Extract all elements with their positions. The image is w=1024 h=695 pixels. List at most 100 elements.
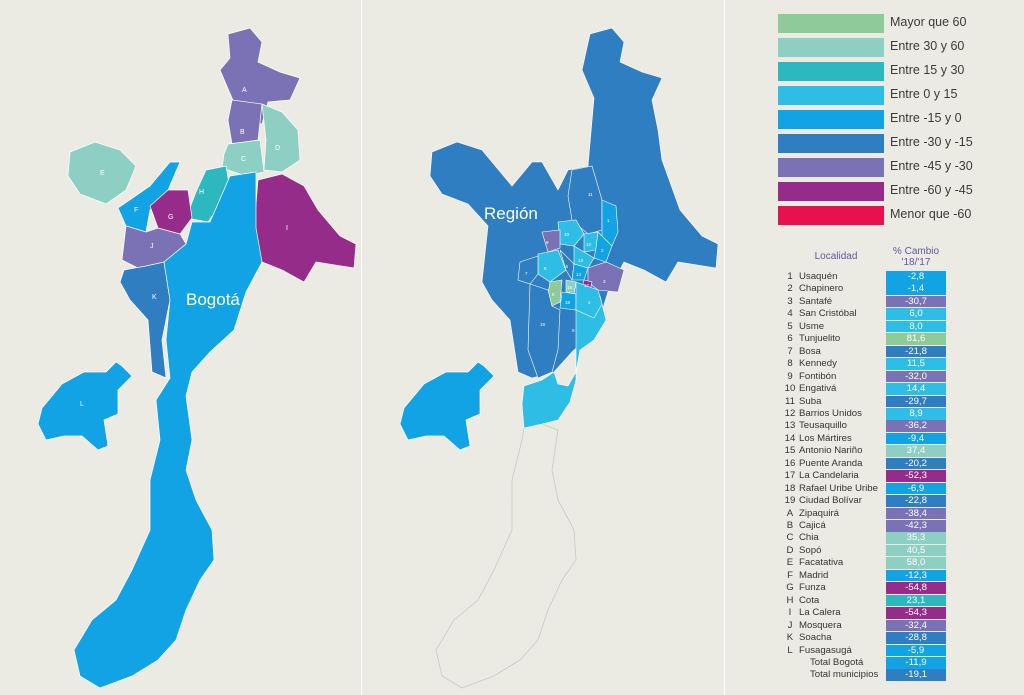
row-value: 40,5: [886, 544, 946, 557]
region-k-soacha: [119, 261, 171, 379]
row-value: 8,0: [886, 320, 946, 333]
row-id: D: [786, 544, 794, 556]
svg-text:J: J: [150, 243, 154, 250]
row-value: -28,8: [886, 632, 946, 644]
row-name: Madrid: [799, 569, 829, 581]
locality-ciudad-bolivar: [527, 283, 561, 379]
row-name: Puente Aranda: [799, 457, 863, 469]
row-id: E: [786, 557, 794, 569]
map-label-bogota: Bogotá: [186, 290, 240, 309]
row-name: Santafé: [799, 295, 833, 307]
table-row: L Fusagasugá -5,9: [782, 644, 974, 657]
row-value: -29,7: [886, 395, 946, 408]
row-value: -6,9: [886, 482, 946, 495]
legend-item: Entre 0 y 15: [778, 86, 978, 105]
row-value: -9,4: [886, 432, 946, 445]
row-value: -54,8: [886, 582, 946, 594]
table-row: Total municipios -19,1: [782, 669, 974, 681]
legend-item: Entre -30 y -15: [778, 134, 978, 153]
svg-text:E: E: [100, 170, 105, 177]
region-i-la-calera: [253, 173, 357, 283]
svg-text:17: 17: [584, 283, 590, 288]
row-value: -52,3: [886, 470, 946, 482]
table-header-change: % Cambio '18/'17: [892, 246, 940, 268]
legend-item: Entre 15 y 30: [778, 62, 978, 81]
row-name: La Calera: [799, 607, 841, 619]
row-name: Mosquera: [799, 619, 842, 631]
row-id: 18: [784, 482, 796, 494]
legend-label: Entre 15 y 30: [890, 63, 965, 77]
svg-text:K: K: [152, 294, 157, 301]
row-name: Los Mártires: [799, 432, 852, 444]
panel-divider-left: [361, 0, 362, 695]
table-row: 12 Barrios Unidos 8,9: [782, 407, 974, 420]
legend-label: Entre 0 y 15: [890, 87, 958, 101]
svg-text:16: 16: [563, 264, 569, 269]
row-name: Rafael Uribe Uribe: [799, 482, 878, 494]
legend-label: Mayor que 60: [890, 15, 967, 29]
row-name: Ciudad Bolívar: [799, 495, 862, 507]
row-value: -11,9: [886, 656, 946, 669]
svg-text:D: D: [275, 145, 280, 152]
row-id: 2: [787, 283, 793, 295]
table-row: 14 Los Mártires -9,4: [782, 432, 974, 445]
row-value: -36,2: [886, 420, 946, 432]
row-id: 3: [787, 295, 793, 307]
row-value: 23,1: [886, 594, 946, 607]
map-bogota: A B C D E F G H I J K L: [37, 27, 357, 689]
table-row: 1 Usaquén -2,8: [782, 271, 974, 283]
row-name: Zipaquirá: [799, 507, 839, 519]
row-id: I: [788, 607, 792, 619]
table-row: H Cota 23,1: [782, 594, 974, 607]
table-row: F Madrid -12,3: [782, 569, 974, 582]
legend-label: Menor que -60: [890, 207, 972, 221]
row-value: -12,3: [886, 569, 946, 582]
table-row: I La Calera -54,3: [782, 607, 974, 619]
svg-text:F: F: [134, 207, 138, 214]
row-value: -38,4: [886, 507, 946, 520]
row-name: Cajicá: [799, 520, 826, 531]
row-name: Usaquén: [799, 271, 838, 282]
row-name: Barrios Unidos: [799, 407, 862, 419]
row-id: L: [787, 644, 793, 656]
legend-item: Menor que -60: [778, 206, 978, 225]
svg-text:4: 4: [588, 300, 591, 305]
legend-swatch: [778, 38, 884, 57]
svg-text:H: H: [199, 189, 204, 196]
legend-swatch: [778, 86, 884, 105]
row-id: A: [786, 507, 794, 519]
table-row: 7 Bosa -21,8: [782, 345, 974, 358]
table-row: 4 San Cristóbal 6,0: [782, 308, 974, 320]
row-value: 11,5: [886, 358, 946, 370]
svg-text:11: 11: [588, 192, 593, 197]
row-id: 16: [784, 457, 796, 469]
table-row: 2 Chapinero -1,4: [782, 283, 974, 296]
svg-text:19: 19: [540, 322, 546, 327]
row-id: 9: [787, 370, 793, 382]
row-value: -30,7: [886, 295, 946, 308]
svg-text:1: 1: [607, 218, 610, 223]
row-id: 12: [784, 407, 796, 419]
row-name: Soacha: [799, 632, 832, 644]
row-name: Bosa: [799, 345, 821, 357]
row-id: 6: [787, 333, 793, 345]
table-row: 8 Kennedy 11,5: [782, 358, 974, 370]
table-row: B Cajicá -42,3: [782, 520, 974, 532]
region-bogota: [73, 171, 263, 689]
row-name: Funza: [799, 582, 826, 594]
svg-text:10: 10: [564, 232, 570, 237]
row-id: J: [787, 619, 793, 631]
region-d-sopo: [261, 103, 301, 173]
table-row: 9 Fontibón -32,0: [782, 370, 974, 383]
table-row: 10 Engativá 14,4: [782, 383, 974, 395]
row-value: 8,9: [886, 407, 946, 420]
svg-text:I: I: [286, 225, 288, 232]
legend-swatch: [778, 134, 884, 153]
row-value: -54,3: [886, 607, 946, 619]
row-id: H: [786, 594, 794, 606]
table-row: K Soacha -28,8: [782, 632, 974, 644]
row-value: 14,4: [886, 383, 946, 395]
row-id: F: [787, 569, 793, 581]
row-name: Facatativa: [799, 557, 844, 569]
locality-bosa: [517, 255, 539, 285]
